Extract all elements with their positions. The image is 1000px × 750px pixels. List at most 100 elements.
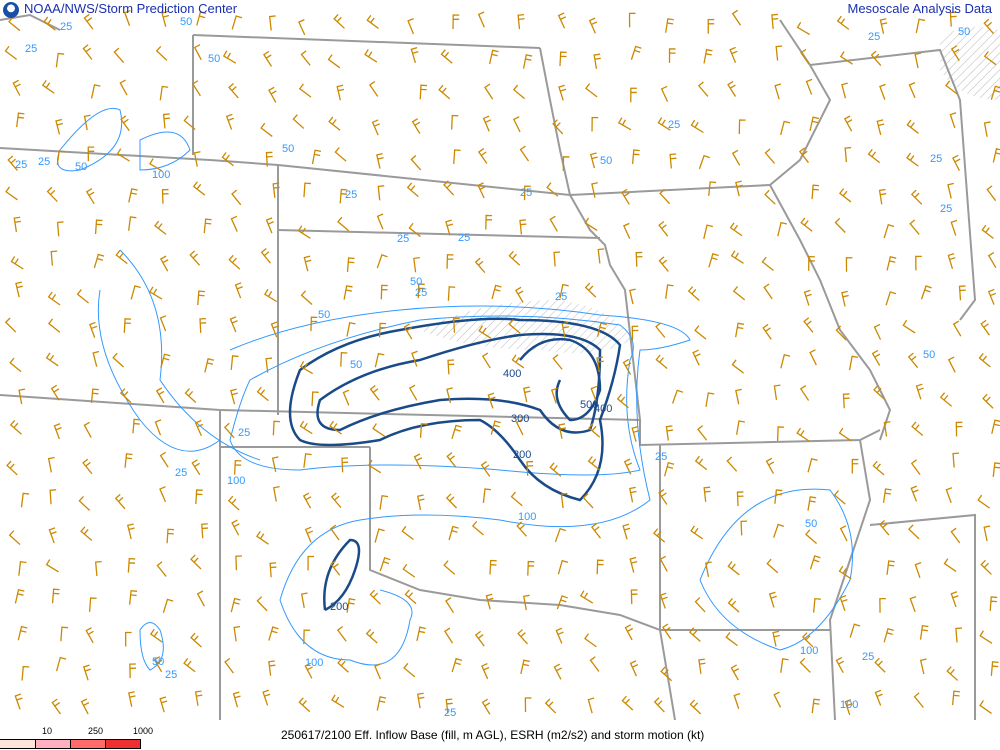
wind-barb	[764, 148, 776, 164]
wind-barb	[663, 461, 675, 477]
wind-barb	[947, 182, 954, 199]
wind-barb	[481, 698, 491, 715]
wind-barb	[943, 558, 957, 572]
wind-barb	[310, 316, 318, 332]
wind-barb	[552, 119, 564, 135]
wind-barb	[126, 523, 135, 540]
wind-barb	[559, 51, 567, 67]
wind-barb	[328, 116, 341, 131]
contour-label: 25	[238, 427, 250, 439]
wind-barb	[90, 388, 99, 404]
wind-barb	[346, 598, 356, 613]
wind-barb	[697, 425, 708, 441]
contour-label: 50	[410, 276, 422, 288]
wind-barb	[94, 219, 103, 235]
wind-barb	[665, 284, 674, 299]
wind-barb	[160, 353, 171, 368]
wind-barb	[268, 626, 279, 641]
contour-label: 50	[318, 309, 330, 321]
wind-barb	[616, 393, 629, 409]
wind-barb	[334, 147, 347, 162]
wind-barb	[128, 691, 136, 707]
wind-barb	[18, 388, 26, 405]
wind-barb	[809, 555, 821, 570]
wind-barb	[413, 256, 420, 273]
wind-barb	[82, 44, 93, 60]
wind-barb	[265, 217, 274, 234]
wind-barb	[268, 15, 276, 31]
wind-barb	[304, 662, 313, 679]
wind-barb	[299, 420, 313, 435]
wind-barb	[834, 217, 846, 233]
contour-label: 25	[655, 451, 667, 463]
contour-label: 50	[923, 349, 935, 361]
wind-barb	[668, 48, 676, 63]
wind-barb	[337, 658, 349, 673]
wind-barb	[85, 188, 95, 205]
wind-barb	[416, 626, 426, 642]
wind-barb	[983, 525, 991, 542]
contour-label: 400	[503, 368, 521, 380]
wind-barb	[798, 147, 809, 164]
wind-barb	[263, 288, 278, 303]
wind-barb	[477, 182, 486, 199]
wind-barb	[191, 459, 201, 476]
wind-barb	[811, 184, 820, 200]
wind-barb	[584, 633, 597, 648]
wind-barb	[768, 591, 777, 608]
wind-barb	[761, 256, 774, 272]
wind-barb	[445, 493, 458, 509]
wind-barb	[986, 185, 997, 202]
wind-barb	[777, 221, 788, 237]
wind-barb	[629, 660, 639, 677]
wind-barb	[732, 286, 746, 301]
wind-barb	[268, 660, 276, 676]
wind-barb	[958, 285, 966, 301]
wind-barb	[915, 383, 924, 400]
wind-barb	[920, 285, 932, 300]
wind-barb	[949, 112, 957, 129]
wind-barb	[867, 148, 881, 164]
wind-barb	[655, 322, 666, 338]
wind-barb	[183, 658, 196, 673]
wind-barb	[631, 149, 640, 165]
wind-barb	[557, 12, 567, 29]
wind-barb	[47, 456, 55, 473]
wind-barb	[597, 248, 605, 264]
wind-barb	[128, 216, 137, 231]
wind-barb	[341, 457, 349, 473]
wind-barb	[15, 281, 23, 298]
wind-barb	[951, 690, 960, 706]
wind-barb	[544, 698, 557, 714]
wind-barb	[416, 494, 425, 511]
wind-barb	[256, 386, 269, 402]
wind-barb	[588, 17, 598, 34]
wind-barb	[911, 421, 924, 437]
wind-barb	[590, 522, 601, 539]
wind-barb	[471, 520, 484, 536]
wind-barb	[738, 119, 746, 135]
wind-barb	[658, 489, 668, 505]
wind-barb	[665, 18, 674, 33]
wind-barb	[730, 664, 740, 681]
wind-barb	[408, 222, 421, 238]
wind-barb	[228, 254, 241, 270]
wind-barb	[558, 423, 566, 439]
wind-barb	[56, 221, 64, 237]
wind-barb	[774, 489, 783, 504]
wind-barb	[365, 628, 378, 644]
wind-barb	[764, 189, 776, 205]
wind-barb	[6, 460, 18, 476]
wind-barb	[591, 116, 599, 132]
wind-barb	[195, 489, 203, 504]
wind-barb	[93, 253, 105, 269]
wind-barb	[803, 317, 814, 333]
wind-barb	[231, 519, 240, 536]
wind-barb	[330, 559, 341, 576]
wind-barb	[377, 185, 385, 201]
wind-barb	[194, 419, 204, 437]
wind-barb	[983, 51, 997, 66]
